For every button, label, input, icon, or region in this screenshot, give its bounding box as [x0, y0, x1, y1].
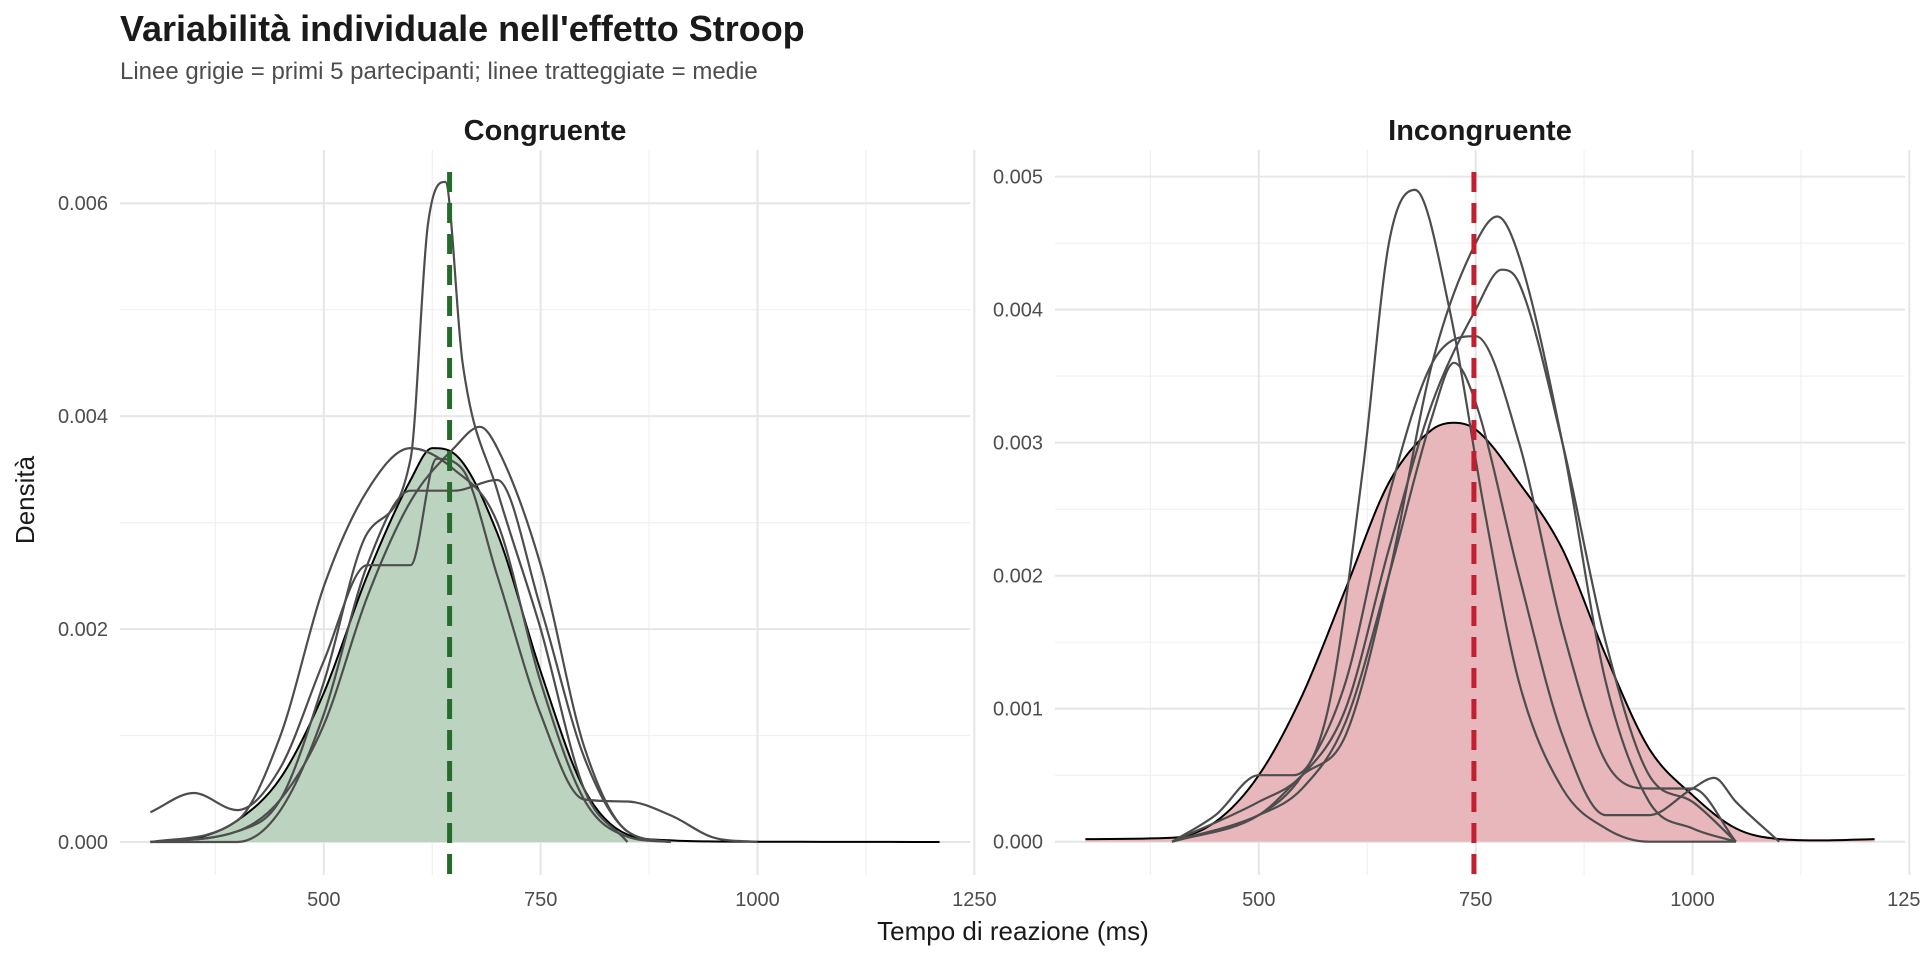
participant-density-5: [150, 478, 671, 844]
x-tick-label: 1000: [735, 889, 780, 911]
x-tick-label: 1000: [1670, 889, 1715, 911]
y-tick-label: 0.000: [58, 832, 108, 854]
participant-density-3: [150, 446, 671, 844]
participant-density-5: [1171, 361, 1780, 843]
y-tick-label: 0.006: [58, 193, 108, 215]
x-tick-label: 750: [524, 889, 557, 911]
y-tick-label: 0.004: [58, 406, 108, 428]
participant-density-4: [150, 425, 671, 844]
y-tick-label: 0.004: [993, 300, 1043, 322]
x-tick-label: 1250: [952, 889, 997, 911]
y-tick-label: 0.000: [993, 832, 1043, 854]
participant-density-3: [1171, 268, 1737, 843]
y-tick-label: 0.002: [993, 566, 1043, 588]
facet-title: Incongruente: [1388, 115, 1572, 147]
x-tick-label: 1250: [1887, 889, 1920, 911]
y-tick-label: 0.003: [993, 433, 1043, 455]
x-tick-label: 500: [307, 889, 340, 911]
chart-title: Variabilità individuale nell'effetto Str…: [120, 8, 805, 49]
participant-density-2: [150, 180, 629, 844]
density-outline: [150, 447, 940, 843]
x-axis-title: Tempo di reazione (ms): [877, 916, 1149, 946]
chart-subtitle: Linee grigie = primi 5 partecipanti; lin…: [120, 58, 758, 85]
y-tick-label: 0.002: [58, 619, 108, 641]
y-tick-label: 0.005: [993, 167, 1043, 189]
facet-panel-0: Congruente 0.000 0.002 0.004 0.006 500 750 1000…: [58, 115, 997, 911]
facet-panel-1: Incongruente 0.000 0.001 0.002 0.003 0.004 0.0…: [993, 115, 1920, 911]
y-tick-label: 0.001: [993, 699, 1043, 721]
x-tick-label: 750: [1459, 889, 1492, 911]
facet-title: Congruente: [464, 115, 627, 147]
density-area: [150, 448, 940, 842]
x-tick-label: 500: [1242, 889, 1275, 911]
y-axis-title: Densità: [10, 455, 40, 544]
participant-density-1: [1171, 188, 1736, 843]
